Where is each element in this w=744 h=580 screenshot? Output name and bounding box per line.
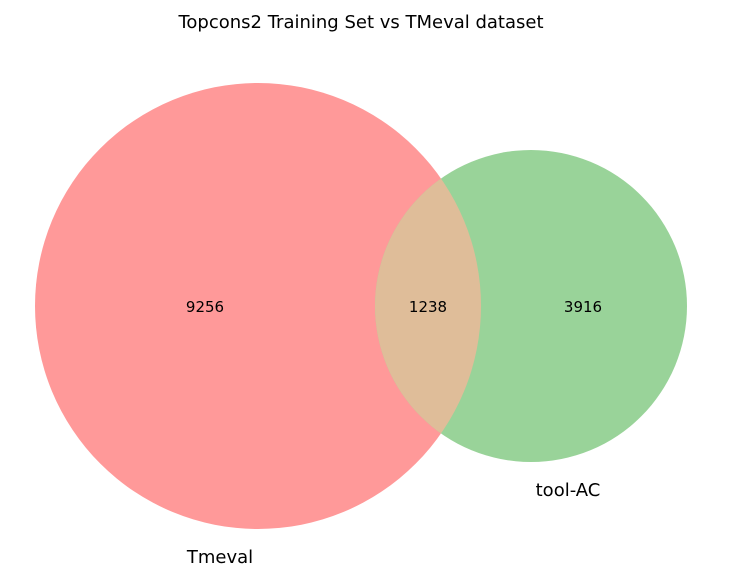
region-overlap-count: 1238 — [409, 298, 447, 316]
region-a-only-count: 9256 — [186, 298, 224, 316]
set-a-circle — [35, 83, 481, 529]
set-b-label: tool-AC — [536, 480, 601, 501]
region-b-only-count: 3916 — [564, 298, 602, 316]
chart-title: Topcons2 Training Set vs TMeval dataset — [177, 12, 543, 33]
overlap-region — [375, 150, 481, 462]
set-a-label: Tmeval — [186, 547, 253, 568]
